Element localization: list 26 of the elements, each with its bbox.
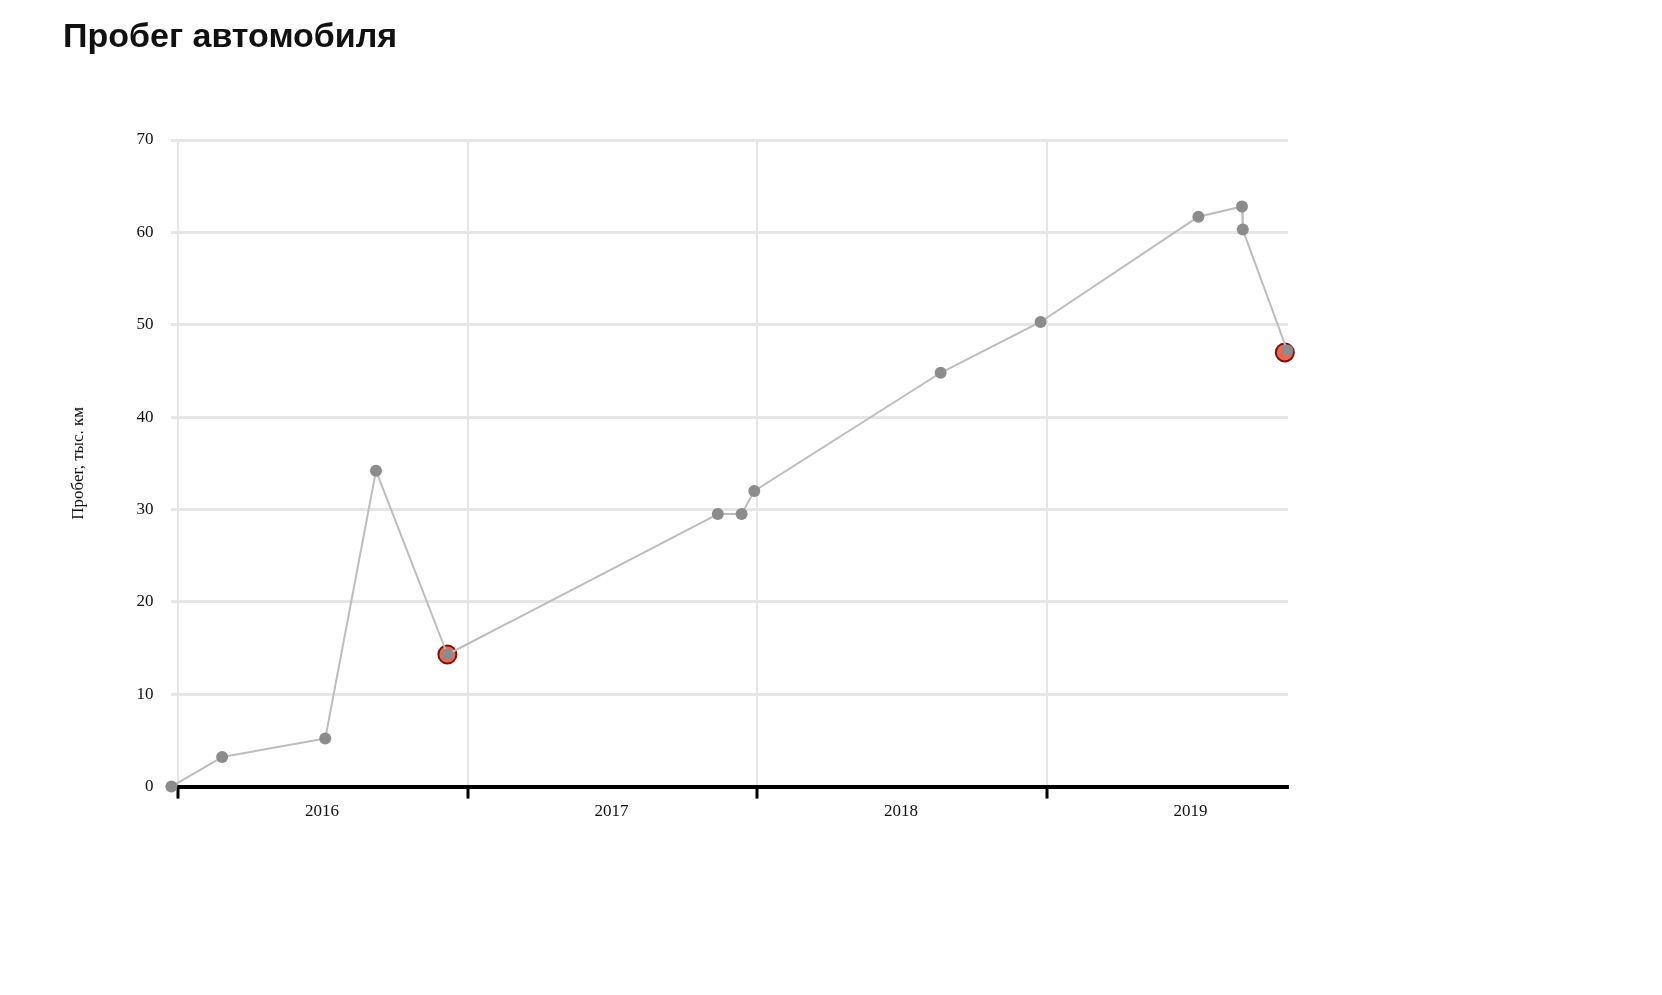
point <box>748 485 761 498</box>
point <box>216 751 229 764</box>
point <box>165 780 178 793</box>
point <box>735 508 748 521</box>
point <box>319 732 332 745</box>
y-tick-label: 10 <box>136 683 154 703</box>
point <box>1034 315 1047 328</box>
x-tick-label: 2019 <box>1173 801 1208 821</box>
x-tick-label: 2017 <box>594 801 630 821</box>
y-tick-label: 0 <box>144 776 154 796</box>
point <box>934 366 947 379</box>
chart-title: Пробег автомобиля <box>63 16 398 55</box>
y-tick-label: 30 <box>136 498 154 518</box>
y-tick-label: 40 <box>136 406 154 426</box>
y-tick-label: 70 <box>136 129 154 149</box>
x-tick-label: 2016 <box>305 801 340 821</box>
point <box>1236 200 1248 213</box>
x-tick-label: 2018 <box>884 801 918 821</box>
y-axis-title: Пробег, тыс. км <box>67 406 87 520</box>
y-tick-label: 50 <box>136 314 154 334</box>
point <box>370 464 382 477</box>
y-tick-label: 60 <box>136 221 154 241</box>
point <box>711 508 724 521</box>
y-tick-label: 20 <box>136 591 154 611</box>
point <box>1192 210 1205 223</box>
point <box>1236 223 1249 236</box>
